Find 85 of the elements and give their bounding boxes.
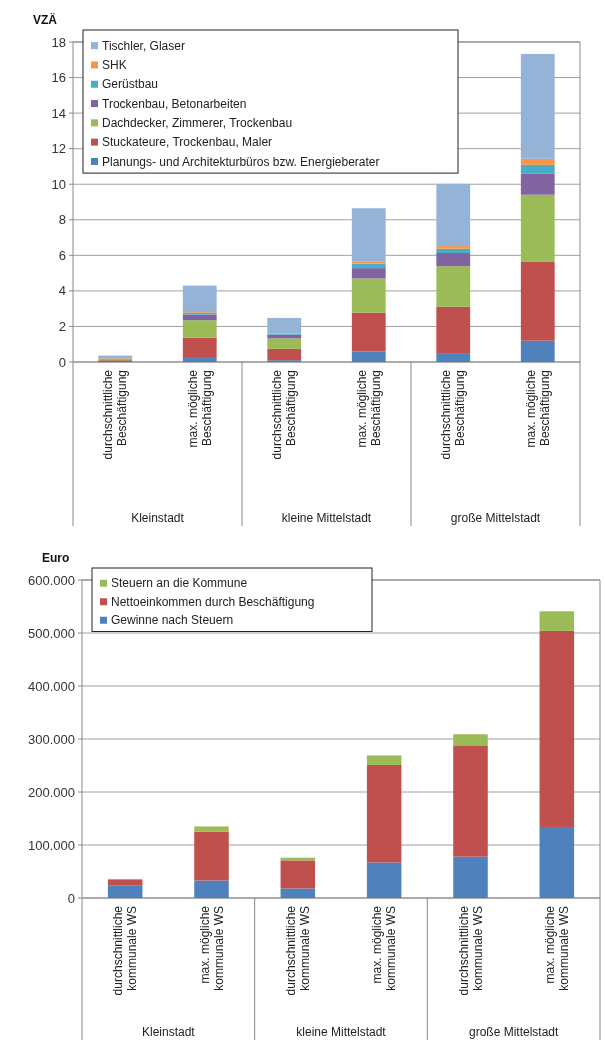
x-tick-label: durchschnittliche Beschäftigung xyxy=(439,369,468,460)
bar xyxy=(194,831,229,881)
bar xyxy=(351,312,386,352)
bar xyxy=(351,268,386,279)
bar xyxy=(267,338,302,349)
legend-label: Steuern an die Kommune xyxy=(111,576,248,591)
y-tick-label: 300.000 xyxy=(28,731,75,747)
y-tick-label: 400.000 xyxy=(28,678,75,694)
bar xyxy=(436,246,471,249)
bar xyxy=(520,164,555,174)
text: große Mittelstadt xyxy=(450,511,541,525)
bar xyxy=(436,183,471,247)
text: kleine Mittelstadt xyxy=(296,1025,387,1039)
bar xyxy=(366,862,402,898)
y-tick-label: 0 xyxy=(58,354,66,370)
legend-label: Trockenbau, Betonarbeiten xyxy=(102,96,247,111)
y-tick-label: 10 xyxy=(51,176,66,192)
bar xyxy=(351,261,386,264)
bar xyxy=(351,351,386,362)
x-tick-label: durchschnittliche Beschäftigung xyxy=(270,369,299,460)
legend-label: Stuckateure, Trockenbau, Maler xyxy=(102,135,273,150)
y-tick-label: 14 xyxy=(51,105,66,121)
y-tick-label: 0 xyxy=(67,890,75,906)
bar xyxy=(436,306,471,354)
x-tick-label: max. mögliche Beschäftigung xyxy=(354,369,383,448)
bar xyxy=(351,278,386,313)
bar xyxy=(280,860,316,889)
y-tick-label: 500.000 xyxy=(28,625,75,641)
legend-label: Planungs- und Architekturbüros bzw. Energieberater xyxy=(102,154,380,169)
bar xyxy=(453,856,488,898)
bar xyxy=(436,353,471,362)
text: Kleinstadt xyxy=(131,511,185,525)
x-tick-label: durchschnittliche kommunale WS xyxy=(111,905,140,996)
bar xyxy=(351,208,386,262)
bar xyxy=(436,248,471,254)
bar xyxy=(520,173,555,195)
bar xyxy=(182,285,217,311)
bar xyxy=(280,888,316,898)
y-tick-label: 100.000 xyxy=(28,837,75,853)
x-tick-label: max. mögliche Beschäftigung xyxy=(185,369,214,448)
y-axis-title: Euro xyxy=(42,551,70,565)
bar xyxy=(520,53,555,159)
bar xyxy=(453,734,488,746)
legend-label: SHK xyxy=(102,58,127,73)
bar xyxy=(194,880,229,898)
bar xyxy=(267,317,302,334)
y-tick-label: 8 xyxy=(58,212,66,228)
x-tick-label: max. mögliche Beschäftigung xyxy=(523,369,552,448)
y-tick-label: 6 xyxy=(58,247,66,263)
bar xyxy=(520,194,555,262)
bar xyxy=(520,340,555,362)
legend-label: Nettoeinkommen durch Beschäftigung xyxy=(111,594,315,609)
y-tick-label: 16 xyxy=(51,70,66,86)
bar xyxy=(539,611,575,631)
bar xyxy=(436,266,471,307)
bar xyxy=(453,745,488,857)
x-tick-label: durchschnittliche Beschäftigung xyxy=(101,369,130,460)
text: kleine Mittelstadt xyxy=(281,511,372,525)
bar xyxy=(366,764,402,863)
y-tick-label: 12 xyxy=(51,141,66,157)
bar xyxy=(520,158,555,165)
bar xyxy=(539,630,575,827)
bar xyxy=(194,826,229,832)
y-tick-label: 4 xyxy=(58,283,66,299)
bar xyxy=(182,337,217,358)
legend-label: Gewinne nach Steuern xyxy=(111,613,234,628)
y-axis-title: VZÄ xyxy=(33,12,58,27)
bar xyxy=(182,320,217,338)
y-tick-label: 2 xyxy=(58,318,66,334)
bar xyxy=(267,348,302,361)
bar xyxy=(539,826,575,898)
bar xyxy=(107,885,143,898)
y-tick-label: 600.000 xyxy=(28,572,75,588)
y-tick-label: 200.000 xyxy=(28,784,75,800)
bar xyxy=(520,261,555,341)
legend-label: Dachdecker, Zimmerer, Trockenbau xyxy=(102,116,293,131)
y-tick-label: 18 xyxy=(51,34,66,50)
bar xyxy=(366,755,402,765)
text: Kleinstadt xyxy=(141,1025,196,1039)
legend-label: Gerüstbau xyxy=(102,77,159,92)
legend-label: Tischler, Glaser xyxy=(102,38,185,53)
bar xyxy=(436,253,471,267)
bar xyxy=(182,357,217,362)
bar xyxy=(107,879,143,886)
text: große Mittelstadt xyxy=(468,1025,560,1039)
